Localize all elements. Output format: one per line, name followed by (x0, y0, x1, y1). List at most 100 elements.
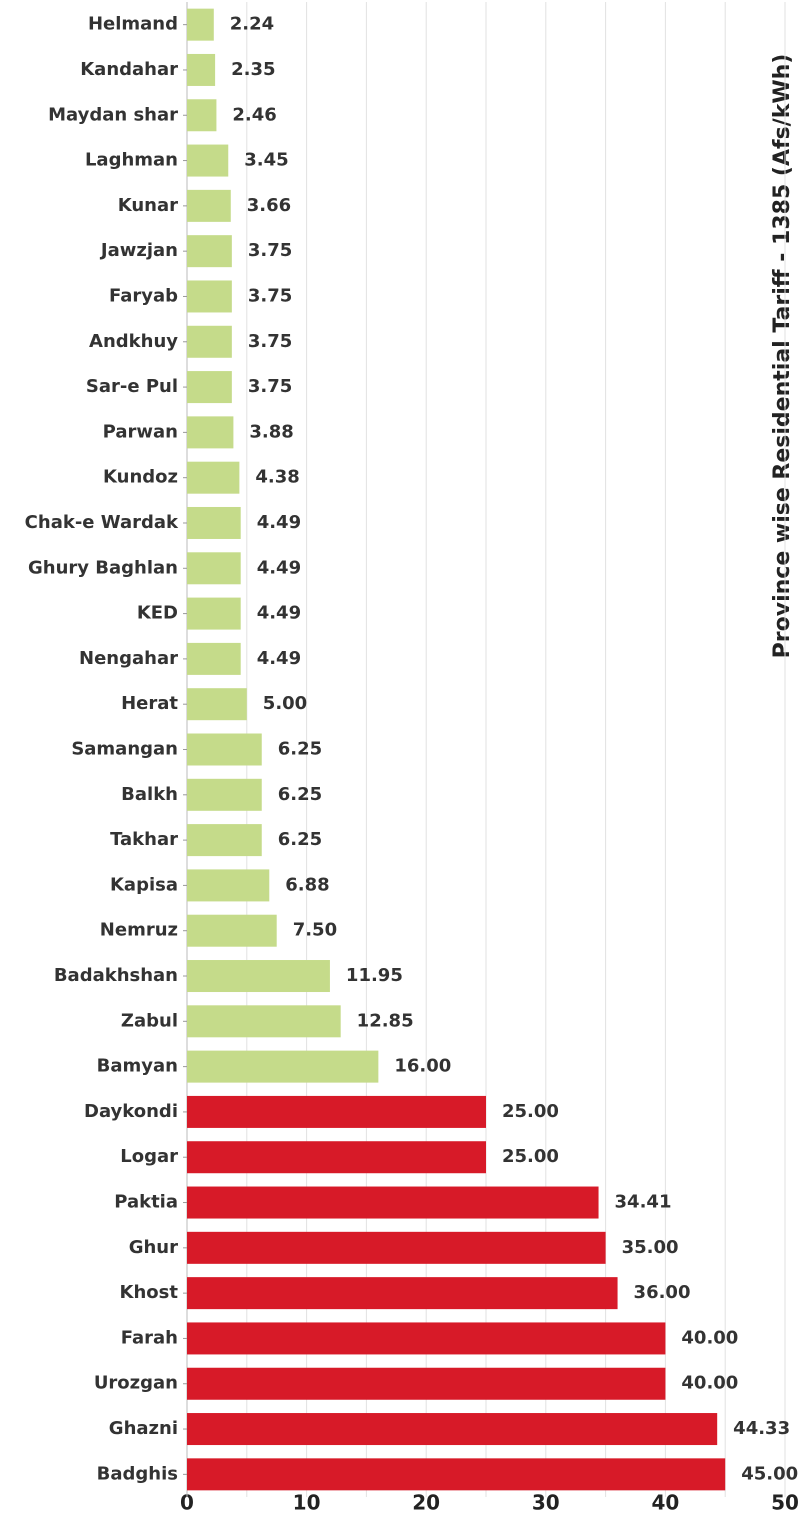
bar (187, 824, 262, 857)
value-label: 5.00 (263, 693, 307, 714)
value-label: 3.75 (248, 285, 292, 306)
value-label: 6.25 (278, 739, 322, 760)
bar (187, 1095, 486, 1128)
bar (187, 1231, 606, 1264)
bar (187, 1050, 379, 1083)
bar (187, 552, 241, 585)
y-tick-label: Kundoz (103, 467, 178, 488)
x-tick-label: 10 (293, 1491, 321, 1515)
value-label: 3.66 (247, 195, 291, 216)
value-label: 36.00 (634, 1282, 691, 1303)
x-tick-label: 50 (771, 1491, 799, 1515)
bar (187, 960, 330, 993)
bar (187, 371, 232, 404)
y-tick-label: Herat (121, 693, 178, 714)
y-tick-label: Sar-e Pul (86, 376, 178, 397)
value-label: 40.00 (681, 1373, 738, 1394)
y-tick-label: Faryab (109, 285, 178, 306)
x-tick-label: 40 (651, 1491, 679, 1515)
y-tick-label: Takhar (110, 829, 178, 850)
bar (187, 1277, 618, 1310)
chart-title: Province wise Residential Tariff - 1385 … (770, 54, 795, 659)
y-tick-label: Andkhuy (89, 331, 178, 352)
bar (187, 1141, 486, 1174)
bar (187, 461, 240, 494)
value-label: 25.00 (502, 1146, 559, 1167)
value-label: 4.49 (257, 603, 301, 624)
y-tick-label: Samangan (71, 739, 178, 760)
value-label: 35.00 (622, 1237, 679, 1258)
bar (187, 416, 234, 449)
y-tick-label: Nemruz (100, 920, 178, 941)
value-label: 3.75 (248, 376, 292, 397)
bar (187, 733, 262, 766)
y-tick-label: Logar (120, 1146, 178, 1167)
bar (187, 1413, 718, 1446)
bar (187, 642, 241, 675)
y-tick-label: Jawzjan (99, 240, 178, 261)
value-label: 4.49 (257, 512, 301, 533)
value-label: 2.35 (231, 59, 275, 80)
y-tick-label: Ghazni (109, 1418, 178, 1439)
value-label: 3.45 (244, 150, 288, 171)
y-tick-label: Maydan shar (48, 104, 178, 125)
x-tick-label: 0 (180, 1491, 194, 1515)
value-label: 16.00 (394, 1056, 451, 1077)
value-label: 45.00 (741, 1463, 798, 1484)
value-label: 40.00 (681, 1327, 738, 1348)
value-label: 6.25 (278, 829, 322, 850)
y-tick-label: Kapisa (110, 874, 178, 895)
bar (187, 189, 231, 222)
value-label: 44.33 (733, 1418, 790, 1439)
y-tick-label: Farah (121, 1327, 178, 1348)
bar (187, 506, 241, 539)
value-label: 7.50 (293, 920, 337, 941)
value-label: 4.38 (255, 467, 299, 488)
bar (187, 688, 247, 721)
y-tick-label: Kunar (118, 195, 178, 216)
y-tick-label: Kandahar (80, 59, 178, 80)
value-label: 12.85 (357, 1010, 414, 1031)
value-label: 3.75 (248, 331, 292, 352)
y-tick-label: Zabul (121, 1010, 178, 1031)
bar (187, 1367, 666, 1400)
y-tick-label: Chak-e Wardak (25, 512, 179, 533)
bar (187, 1005, 341, 1038)
value-label: 4.49 (257, 648, 301, 669)
bar (187, 869, 270, 902)
value-label: 2.24 (230, 14, 274, 35)
value-label: 34.41 (615, 1192, 672, 1213)
y-tick-label: Helmand (88, 14, 178, 35)
bar (187, 1186, 599, 1219)
value-label: 25.00 (502, 1101, 559, 1122)
value-label: 6.88 (285, 874, 329, 895)
y-tick-label: Badakhshan (54, 965, 178, 986)
bar (187, 597, 241, 630)
bar (187, 914, 277, 947)
y-tick-label: Khost (120, 1282, 179, 1303)
bar (187, 53, 216, 86)
bar (187, 8, 214, 41)
y-tick-label: Balkh (121, 784, 178, 805)
x-tick-label: 30 (532, 1491, 560, 1515)
y-tick-label: Bamyan (97, 1056, 178, 1077)
bar (187, 280, 232, 313)
y-tick-label: Daykondi (84, 1101, 178, 1122)
value-label: 11.95 (346, 965, 403, 986)
bar (187, 1322, 666, 1355)
value-label: 3.88 (249, 421, 293, 442)
value-label: 6.25 (278, 784, 322, 805)
x-tick-label: 20 (412, 1491, 440, 1515)
bar (187, 144, 229, 177)
y-tick-label: Urozgan (94, 1373, 178, 1394)
value-label: 2.46 (232, 104, 276, 125)
y-tick-label: Paktia (114, 1192, 178, 1213)
bar (187, 778, 262, 811)
y-tick-label: Nengahar (79, 648, 178, 669)
y-tick-label: Ghur (129, 1237, 178, 1258)
y-tick-label: KED (137, 603, 178, 624)
value-label: 3.75 (248, 240, 292, 261)
value-label: 4.49 (257, 557, 301, 578)
bar (187, 1458, 726, 1491)
